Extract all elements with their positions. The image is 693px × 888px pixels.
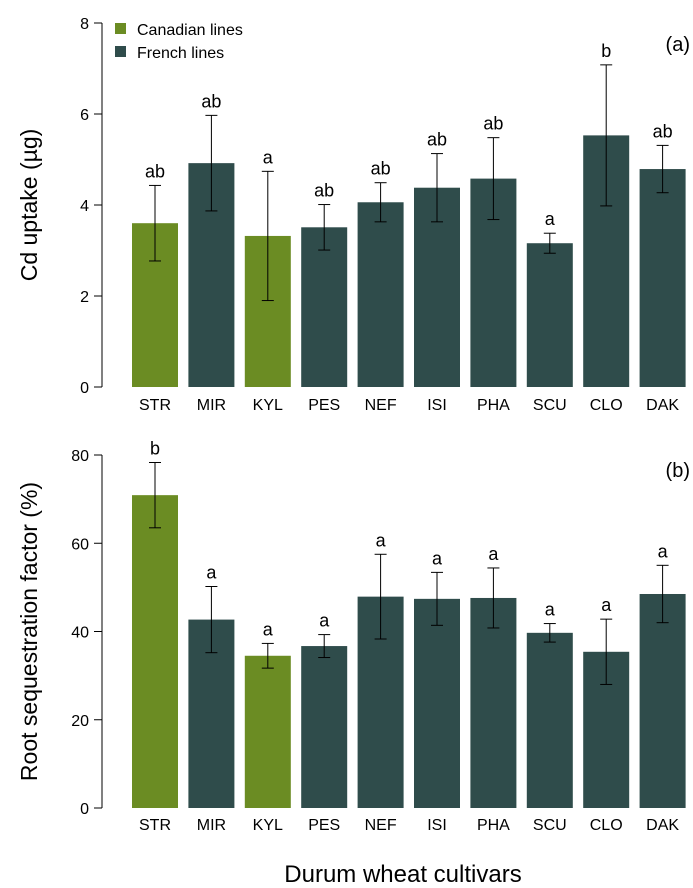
panel-label: (a) [666,34,690,56]
legend-label-french: French lines [137,45,224,62]
bar-scu [526,243,573,387]
category-label: SCU [533,397,567,414]
significance-label: ab [201,91,221,111]
significance-label: ab [314,181,334,201]
category-label: CLO [590,397,623,414]
category-label: NEF [365,817,397,834]
y-tick-label: 0 [80,801,89,818]
category-label: MIR [197,817,226,834]
legend: Canadian lines French lines [115,22,243,62]
y-tick-label: 20 [71,713,89,730]
y-tick-label: 8 [80,16,89,33]
y-tick-label: 0 [80,380,89,397]
y-tick-label: 80 [71,448,89,465]
panel-b-root-sequestration-chart: 0 20 40 60 80 Root sequestration factor (%) (b… [16,439,690,834]
significance-label: ab [483,114,503,134]
category-label: PHA [477,817,510,834]
y-tick-label: 40 [71,625,89,642]
legend-swatch-canadian [115,23,126,34]
category-label: DAK [646,817,679,834]
category-label: MIR [197,397,226,414]
category-label: SCU [533,817,567,834]
category-label: PHA [477,397,510,414]
category-label: PES [308,817,340,834]
legend-swatch-french [115,46,126,57]
significance-label: a [658,541,669,561]
bar-dak [639,593,686,808]
significance-label: a [545,209,556,229]
y-axis-title: Root sequestration factor (%) [16,482,42,781]
significance-label: ab [371,159,391,179]
category-label: PES [308,397,340,414]
category-label: DAK [646,397,679,414]
significance-label: ab [145,161,165,181]
significance-label: a [545,600,556,620]
bar-dak [639,169,686,387]
bar-nef [357,202,404,387]
category-label: KYL [253,397,283,414]
y-tick-label: 4 [80,198,89,215]
category-label: CLO [590,817,623,834]
panel-label: (b) [666,460,690,482]
significance-label: a [432,548,443,568]
bar-pha [470,597,517,808]
bar-kyl [244,655,291,808]
significance-label: b [601,41,611,61]
x-axis-title: Durum wheat cultivars [284,861,521,888]
category-label: ISI [427,817,447,834]
legend-label-canadian: Canadian lines [137,22,243,39]
bar-str [132,495,178,808]
bar-isi [414,598,460,808]
y-tick-label: 2 [80,289,89,306]
significance-label: ab [427,130,447,150]
category-label: ISI [427,397,447,414]
significance-label: a [263,147,274,167]
category-label: KYL [253,817,283,834]
significance-label: a [488,544,499,564]
y-tick-label: 6 [80,107,89,124]
bar-pes [301,646,348,808]
significance-label: a [206,562,217,582]
category-label: STR [139,817,171,834]
significance-label: a [376,530,387,550]
category-label: NEF [365,397,397,414]
significance-label: a [263,619,274,639]
y-tick-label: 60 [71,536,89,553]
y-axis-title: Cd uptake (µg) [16,129,42,282]
bar-scu [526,632,573,808]
category-label: STR [139,397,171,414]
significance-label: b [150,439,160,459]
bar-pes [301,227,348,387]
significance-label: a [601,595,612,615]
significance-label: a [319,611,330,631]
significance-label: ab [653,121,673,141]
